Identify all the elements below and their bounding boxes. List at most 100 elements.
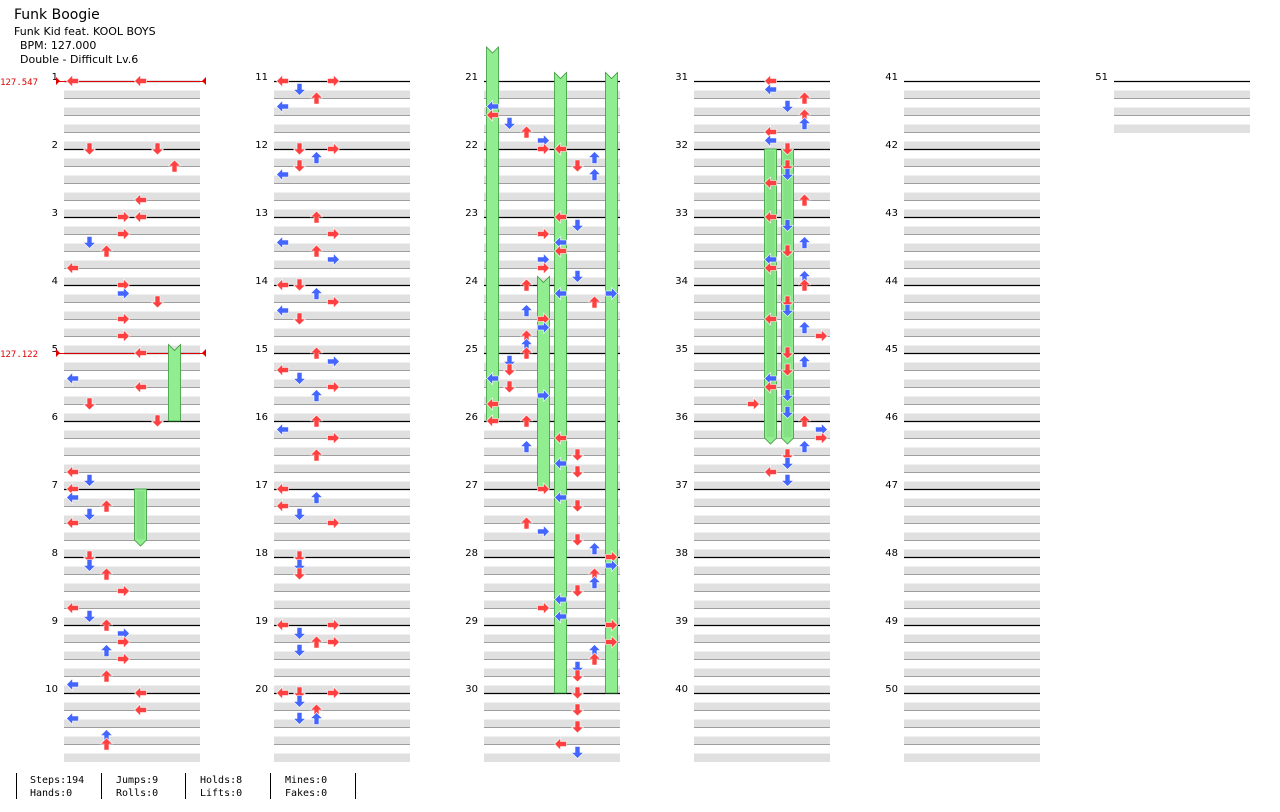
half-beat-band	[484, 175, 620, 184]
arrow-right-icon	[117, 584, 130, 598]
arrow-right-icon	[747, 397, 760, 411]
arrow-down-icon	[780, 219, 795, 232]
half-beat-band	[484, 447, 620, 456]
measure-13: 13	[255, 208, 410, 286]
arrow-left-icon	[276, 74, 289, 88]
measure-number: 38	[675, 548, 688, 559]
half-beat-band	[274, 583, 410, 592]
half-beat-band	[484, 141, 620, 150]
half-beat-band	[694, 107, 830, 116]
half-beat-band	[694, 617, 830, 626]
arrow-down-icon	[780, 346, 795, 360]
arrow-down-icon	[780, 363, 795, 377]
hold-shape	[168, 343, 181, 422]
arrow-up-icon	[309, 91, 324, 105]
arrow-up-icon	[797, 355, 812, 368]
arrow-right-icon	[327, 635, 340, 649]
half-beat-band	[64, 447, 200, 456]
arrow-up-icon	[587, 576, 602, 589]
half-beat-band	[694, 600, 830, 609]
half-beat-band	[274, 345, 410, 354]
arrow-left-icon	[764, 261, 777, 275]
hold-shape	[134, 488, 147, 547]
half-beat-band	[274, 498, 410, 507]
half-beat-band	[64, 345, 200, 354]
arrow-down-icon	[502, 355, 517, 368]
song-artist: Funk Kid feat. KOOL BOYS	[14, 25, 156, 38]
half-beat-band	[1114, 124, 1250, 133]
half-beat-band	[904, 328, 1040, 337]
arrow-left-icon	[276, 482, 289, 496]
measure-50: 50	[885, 684, 1040, 762]
measure-number: 35	[675, 344, 688, 355]
arrow-right-icon	[605, 635, 618, 649]
half-beat-band	[64, 260, 200, 269]
half-beat-band	[694, 753, 830, 762]
stat-holds: Holds:8	[200, 775, 243, 786]
half-beat-band	[484, 753, 620, 762]
half-beat-band	[904, 464, 1040, 473]
measure-41: 41	[885, 72, 1040, 150]
arrow-down-icon	[292, 695, 307, 708]
arrow-down-icon	[780, 168, 795, 181]
measure-number: 19	[255, 616, 268, 627]
measure-number: 47	[885, 480, 898, 491]
stat-jumps: Jumps:9	[116, 775, 159, 786]
half-beat-band	[694, 124, 830, 133]
arrow-up-icon	[587, 542, 602, 555]
half-beat-band	[274, 328, 410, 337]
half-beat-band	[484, 702, 620, 711]
half-beat-band	[274, 464, 410, 473]
half-beat-band	[904, 192, 1040, 201]
arrow-right-icon	[815, 329, 828, 343]
arrow-right-icon	[327, 431, 340, 445]
half-beat-band	[904, 311, 1040, 320]
half-beat-band	[484, 328, 620, 337]
arrow-left-icon	[276, 686, 289, 700]
hold-body	[168, 343, 181, 422]
arrow-left-icon	[486, 397, 499, 411]
half-beat-band	[64, 634, 200, 643]
half-beat-band	[64, 209, 200, 218]
arrow-right-icon	[605, 558, 618, 573]
arrow-left-icon	[764, 176, 777, 190]
measure-number: 48	[885, 548, 898, 559]
arrow-left-icon	[276, 303, 289, 318]
arrow-right-icon	[117, 286, 130, 301]
half-beat-band	[484, 209, 620, 218]
measure-number: 49	[885, 616, 898, 627]
song-bpm: BPM: 127.000	[20, 39, 97, 52]
arrow-left-icon	[66, 371, 79, 386]
half-beat-band	[274, 294, 410, 303]
measure-8: 8	[52, 548, 200, 626]
half-beat-band	[904, 379, 1040, 388]
arrow-down-icon	[292, 372, 307, 385]
measure-number: 14	[255, 276, 268, 287]
half-beat-band	[64, 192, 200, 201]
half-beat-band	[274, 379, 410, 388]
measure-number: 2	[52, 140, 58, 151]
measure-22: 22	[465, 140, 620, 218]
arrow-down-icon	[780, 448, 795, 462]
arrow-up-icon	[519, 125, 534, 139]
measure-number: 8	[52, 548, 58, 559]
arrow-up-icon	[309, 244, 324, 258]
half-beat-band	[64, 294, 200, 303]
half-beat-band	[904, 362, 1040, 371]
half-beat-band	[64, 379, 200, 388]
measure-number: 51	[1095, 72, 1108, 83]
arrow-right-icon	[327, 74, 340, 88]
half-beat-band	[904, 617, 1040, 626]
half-beat-band	[64, 651, 200, 660]
half-beat-band	[694, 634, 830, 643]
measure-number: 21	[465, 72, 478, 83]
measure-5: 5	[52, 344, 200, 422]
half-beat-band	[274, 277, 410, 286]
half-beat-band	[904, 719, 1040, 728]
measure-11: 11	[255, 72, 410, 150]
arrow-up-icon	[99, 669, 114, 683]
arrow-left-icon	[66, 465, 79, 479]
half-beat-band	[274, 549, 410, 558]
half-beat-band	[484, 498, 620, 507]
half-beat-band	[484, 362, 620, 371]
